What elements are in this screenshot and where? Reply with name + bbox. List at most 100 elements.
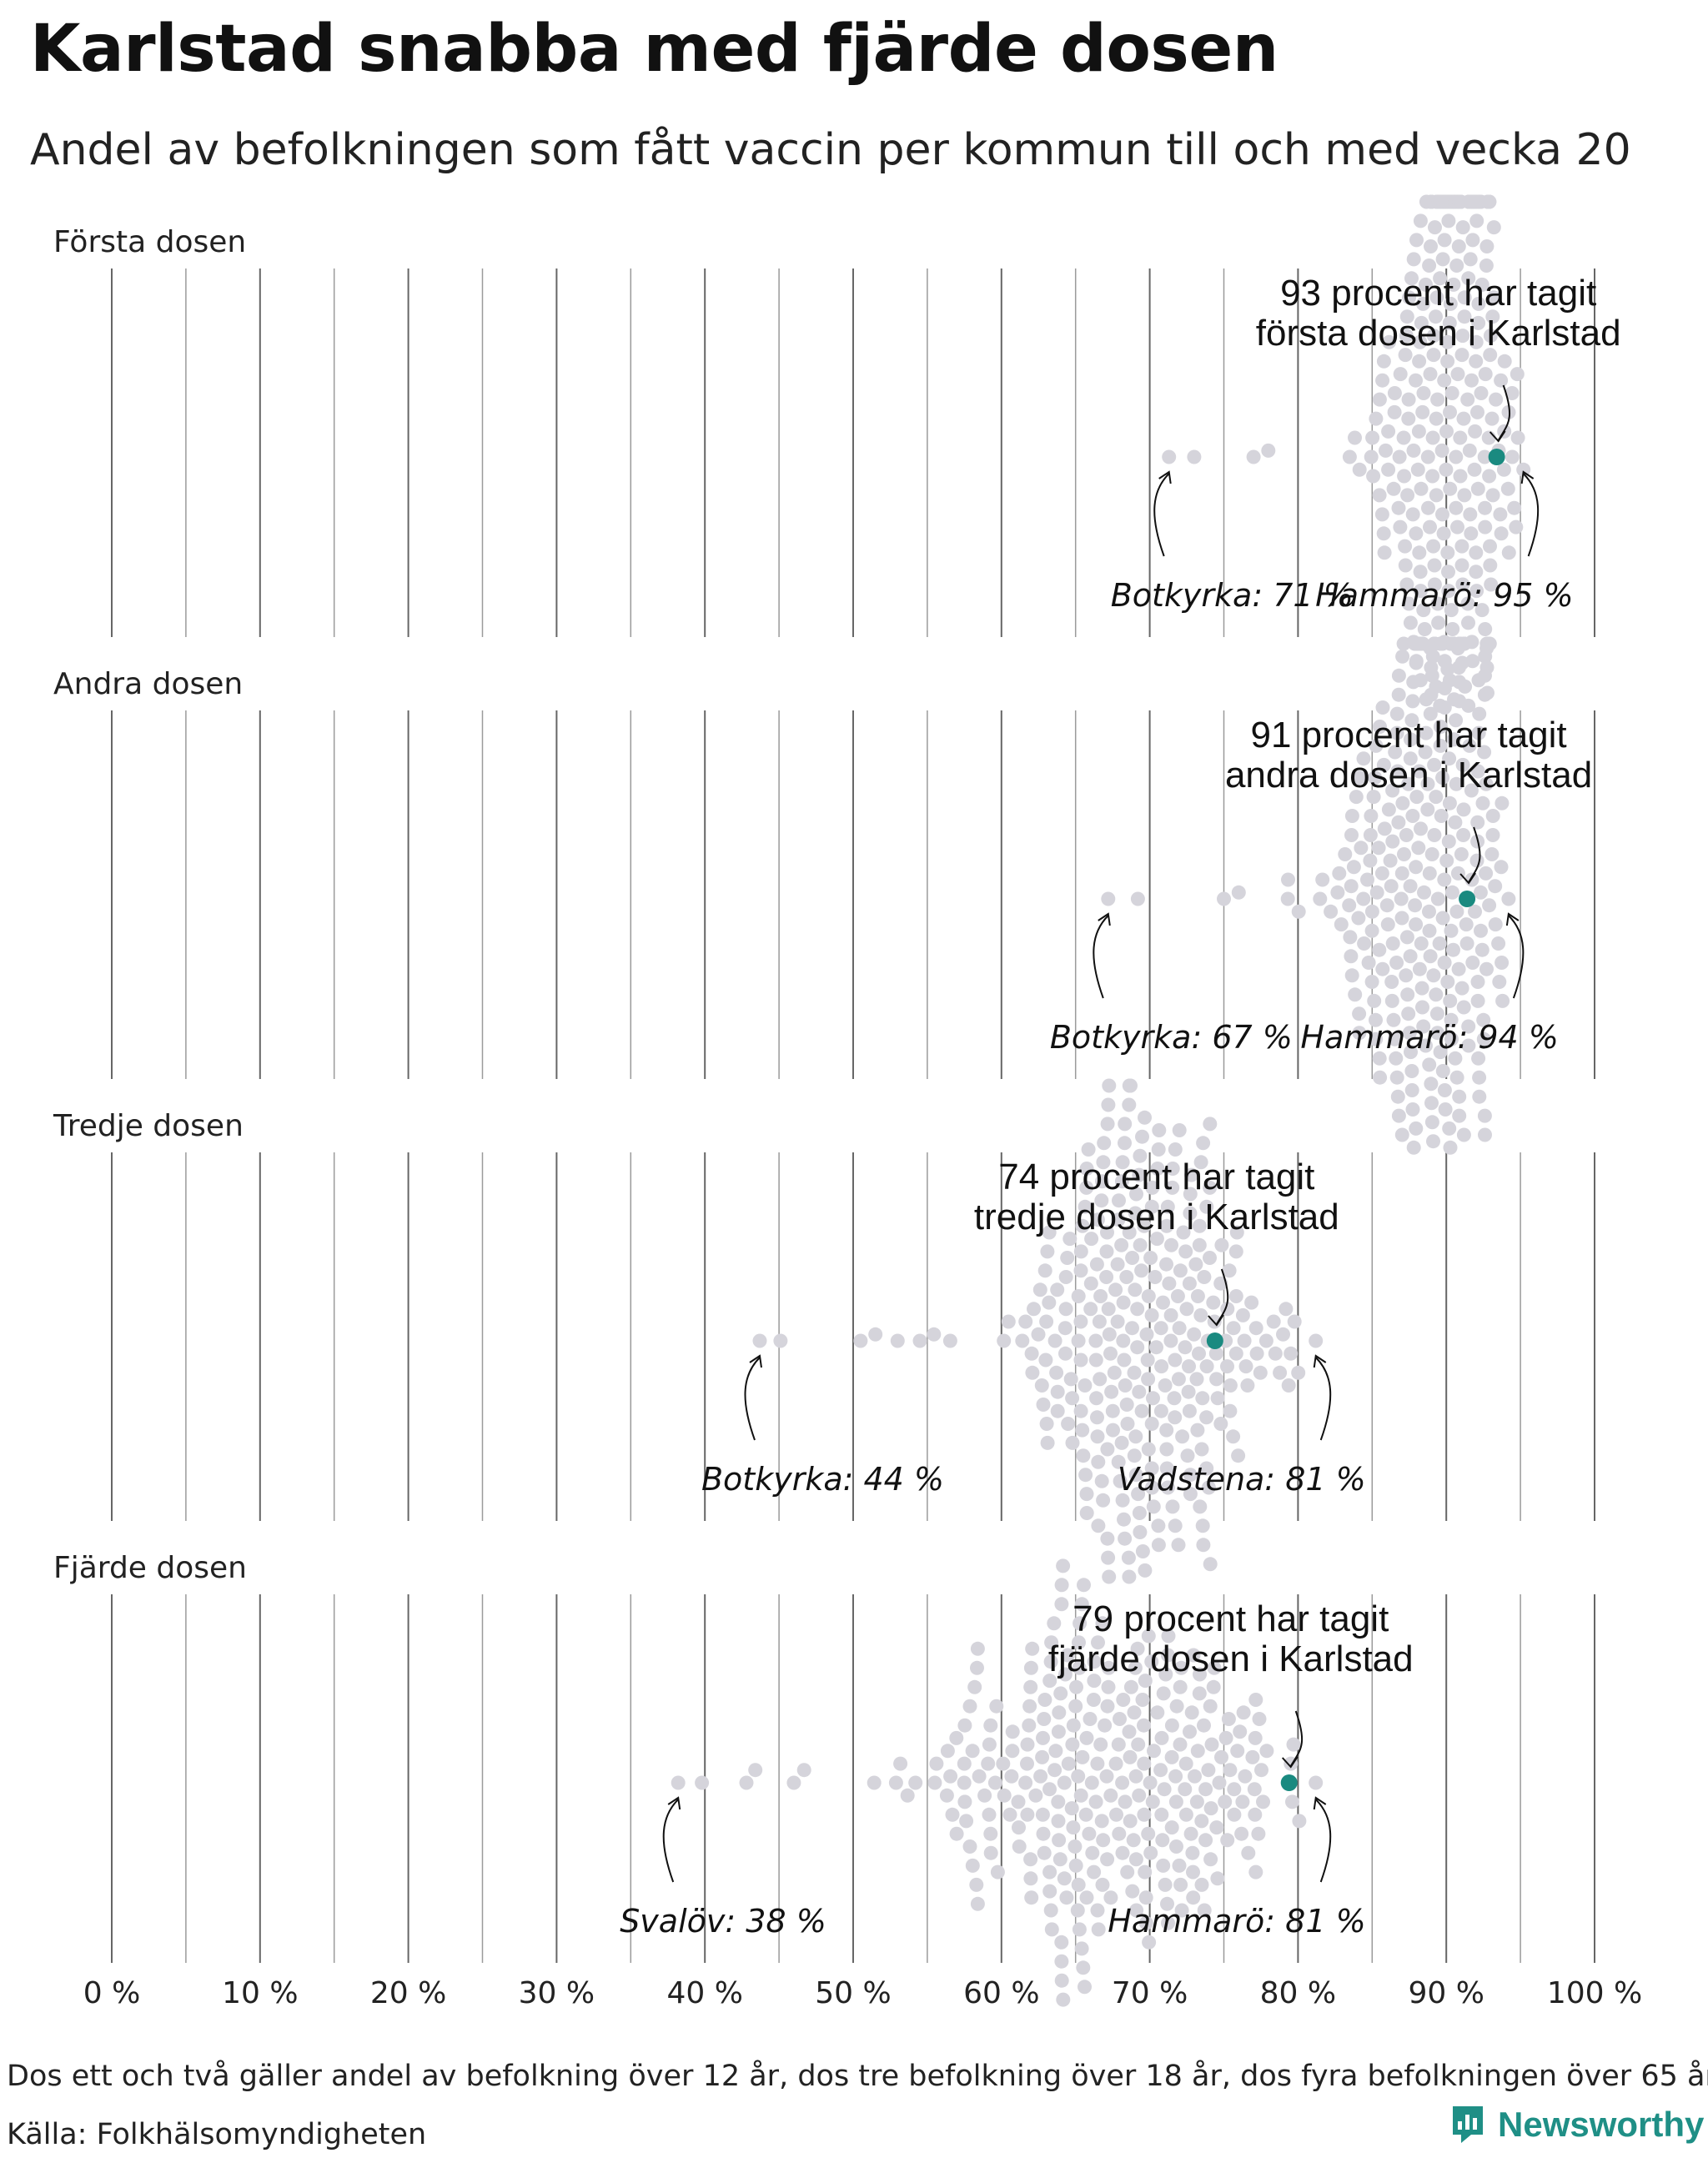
municipality-dot	[1424, 1076, 1439, 1092]
grid-layer	[111, 268, 1595, 1963]
municipality-dot	[1050, 1384, 1065, 1399]
municipality-dot	[1397, 469, 1412, 484]
municipality-dot	[1108, 1282, 1123, 1297]
municipality-dot	[1482, 898, 1497, 913]
municipality-dot	[1246, 449, 1261, 464]
municipality-dot	[1056, 1558, 1071, 1573]
municipality-dot	[1159, 1218, 1174, 1233]
municipality-dot	[1133, 1525, 1148, 1539]
municipality-dot	[1396, 430, 1411, 445]
municipality-dot	[1238, 1769, 1253, 1784]
municipality-dot	[1470, 815, 1485, 830]
municipality-dot	[1390, 1089, 1405, 1104]
x-tick-label: 50 %	[815, 1976, 891, 2010]
municipality-dot	[1088, 1794, 1103, 1809]
municipality-dot	[1049, 1365, 1064, 1380]
municipality-dot	[1074, 1597, 1089, 1612]
municipality-dot	[1446, 942, 1460, 957]
municipality-dot	[1167, 1391, 1182, 1406]
municipality-dot	[1044, 1922, 1059, 1937]
municipality-dot	[1449, 776, 1464, 791]
municipality-dot	[942, 1333, 957, 1348]
municipality-dot	[1057, 1321, 1073, 1336]
municipality-dot	[1434, 443, 1449, 458]
municipality-dot	[1096, 1155, 1111, 1170]
karlstad-dot	[1488, 449, 1505, 465]
municipality-dot	[1227, 1807, 1242, 1822]
municipality-dot	[1033, 1769, 1048, 1784]
municipality-dot	[1040, 1244, 1055, 1259]
municipality-dot	[1437, 233, 1452, 248]
municipality-dot	[1171, 1538, 1186, 1553]
highlight-annotation-line2: tredje dosen i Karlstad	[974, 1197, 1339, 1237]
municipality-dot	[1146, 1499, 1161, 1514]
municipality-dot	[1443, 481, 1458, 496]
municipality-dot	[1199, 1199, 1214, 1214]
municipality-dot	[1415, 296, 1430, 311]
highlight-arrow-head	[1459, 872, 1476, 885]
municipality-dot	[1079, 1506, 1094, 1520]
municipality-dot	[1344, 949, 1359, 964]
municipality-dot	[1281, 1378, 1296, 1393]
municipality-dot	[1168, 1410, 1183, 1425]
municipality-dot	[1429, 290, 1444, 305]
municipality-dot	[1075, 1423, 1090, 1438]
municipality-dot	[1095, 1877, 1110, 1892]
municipality-dot	[1101, 1550, 1116, 1565]
municipality-dot	[1406, 252, 1421, 267]
municipality-dot	[1144, 1307, 1159, 1322]
municipality-dot	[1376, 354, 1391, 369]
municipality-dot	[1120, 1864, 1135, 1879]
municipality-dot	[1383, 853, 1398, 868]
min-arrow-head	[749, 1354, 762, 1368]
municipality-dot	[1366, 790, 1381, 805]
page-subtitle: Andel av befolkningen som fått vaccin pe…	[30, 125, 1631, 175]
municipality-dot	[1248, 1321, 1263, 1336]
municipality-dot	[1035, 1749, 1050, 1764]
min-arrow	[744, 1357, 761, 1441]
municipality-dot	[1470, 993, 1485, 1008]
municipality-dot	[1435, 770, 1450, 785]
municipality-dot	[1203, 1251, 1217, 1265]
municipality-dot	[1417, 622, 1432, 636]
municipality-dot	[1469, 853, 1484, 868]
municipality-dot	[1076, 1448, 1091, 1463]
municipality-dot	[1138, 1890, 1153, 1905]
municipality-dot	[1284, 1346, 1299, 1361]
municipality-dot	[1188, 1769, 1202, 1784]
municipality-dot	[1409, 655, 1424, 670]
panel-label: Andra dosen	[53, 667, 243, 701]
municipality-dot	[1059, 1890, 1074, 1905]
municipality-dot	[972, 1769, 987, 1784]
municipality-dot	[1153, 1763, 1168, 1778]
municipality-dot	[957, 1718, 972, 1733]
municipality-dot	[1364, 809, 1379, 823]
municipality-dot	[1479, 776, 1494, 791]
municipality-dot	[1158, 1378, 1173, 1393]
municipality-dot	[1118, 1117, 1133, 1132]
municipality-dot	[1197, 1903, 1212, 1918]
municipality-dot	[1142, 1935, 1157, 1950]
municipality-dot	[1125, 1884, 1140, 1899]
municipality-dot	[1235, 1307, 1250, 1322]
municipality-dot	[1344, 828, 1359, 842]
municipality-dot	[1313, 891, 1328, 906]
municipality-dot	[1394, 866, 1409, 881]
municipality-dot	[1470, 481, 1485, 496]
municipality-dot	[1133, 1237, 1148, 1252]
municipality-dot	[1497, 354, 1512, 369]
municipality-dot	[1028, 1788, 1043, 1803]
municipality-dot	[1437, 681, 1452, 695]
municipality-dot	[1040, 1435, 1055, 1450]
municipality-dot	[1012, 1820, 1026, 1835]
municipality-dot	[1109, 1807, 1123, 1822]
municipality-dot	[1426, 348, 1441, 363]
municipality-dot	[1115, 1155, 1130, 1170]
municipality-dot	[1196, 1136, 1211, 1151]
highlight-annotation-line2: första dosen i Karlstad	[1256, 313, 1621, 354]
municipality-dot	[1475, 795, 1490, 810]
municipality-dot	[1065, 1435, 1080, 1450]
municipality-dot	[1291, 904, 1306, 919]
municipality-dot	[1391, 815, 1406, 830]
municipality-dot	[1472, 1070, 1487, 1085]
